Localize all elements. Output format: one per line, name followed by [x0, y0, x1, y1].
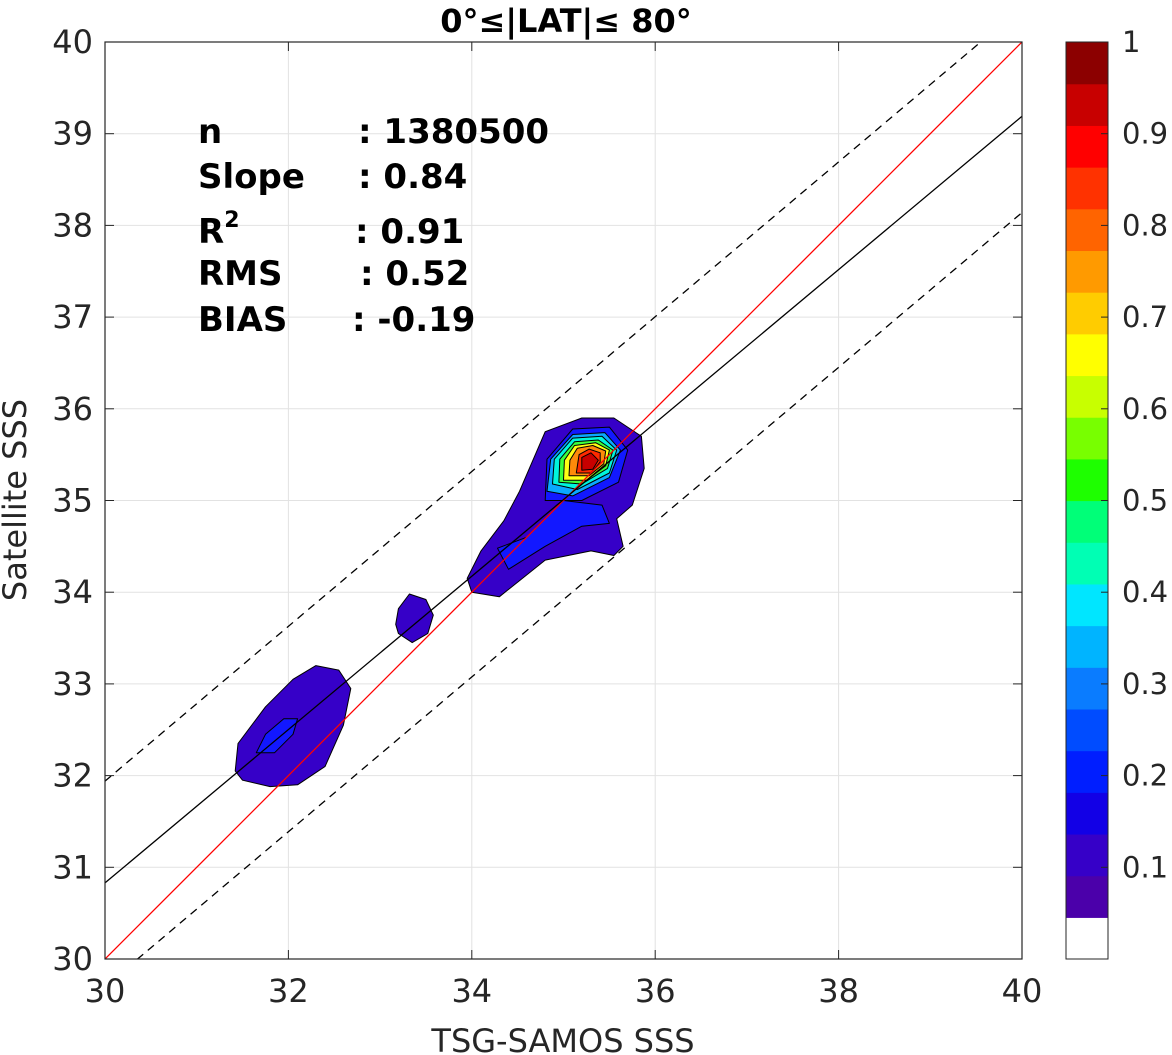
x-tick-label: 32 [268, 972, 309, 1010]
stat-value: : 1380500 [358, 112, 549, 152]
stat-value: : -0.19 [352, 300, 475, 340]
y-tick-label: 30 [52, 940, 93, 978]
stat-label: R2 [198, 208, 240, 252]
stat-value: : 0.52 [360, 254, 469, 294]
colorbar: 0.1 0.2 0.3 0.4 0.5 0.6 0.7 0.8 0.9 1 [1065, 25, 1168, 960]
x-tick-label: 38 [818, 972, 859, 1010]
x-axis-label: TSG-SAMOS SSS [430, 1022, 694, 1055]
y-tick-label: 32 [52, 757, 93, 795]
y-tick-label: 40 [52, 23, 93, 61]
colorbar-segment [1066, 833, 1108, 877]
colorbar-segment [1066, 875, 1108, 918]
stat-label: Slope [198, 157, 305, 197]
y-tick-label: 33 [52, 665, 93, 703]
colorbar-segment [1066, 750, 1108, 793]
colorbar-tick-label: 0.3 [1122, 667, 1168, 701]
colorbar-segment [1066, 333, 1108, 377]
colorbar-segment [1066, 167, 1108, 210]
colorbar-segment [1066, 417, 1108, 460]
y-tick-label: 31 [52, 848, 93, 886]
stat-value: : 0.91 [355, 212, 464, 252]
contour-region [395, 593, 434, 644]
colorbar-tick-label: 0.5 [1122, 484, 1168, 518]
colorbar-tick-label: 0.6 [1122, 392, 1168, 426]
y-tick-label: 36 [52, 390, 93, 428]
contour-region [497, 500, 610, 570]
colorbar-segment [1066, 917, 1108, 960]
colorbar-tick-label: 0.2 [1122, 759, 1168, 793]
y-tick-label: 38 [52, 206, 93, 244]
stat-label-superscript: 2 [224, 208, 239, 233]
stat-label: BIAS [198, 300, 287, 340]
stat-label: n [198, 112, 222, 152]
colorbar-segment [1066, 292, 1108, 335]
colorbar-segment [1066, 125, 1108, 168]
colorbar-segment [1066, 42, 1108, 85]
colorbar-segment [1066, 708, 1108, 752]
colorbar-segment [1066, 500, 1108, 543]
stat-label: RMS [198, 254, 283, 294]
regression-line [105, 115, 1022, 884]
y-axis-ticks: 30 31 32 33 34 35 36 37 38 39 40 [52, 23, 1022, 978]
colorbar-tick-label: 0.4 [1122, 575, 1168, 609]
colorbar-tick-label: 0.9 [1122, 117, 1168, 151]
colorbar-tick-label: 1 [1122, 25, 1140, 59]
x-axis-ticks: 30 32 34 36 38 40 [85, 42, 1043, 1010]
colorbar-tick-label: 0.8 [1122, 208, 1168, 242]
contour-region [255, 718, 299, 754]
stat-value: : 0.84 [358, 157, 467, 197]
y-axis-label: Satellite SSS [0, 399, 34, 601]
lower-bound-line [136, 212, 1022, 959]
colorbar-tick-label: 0.1 [1122, 850, 1168, 884]
x-tick-label: 36 [635, 972, 676, 1010]
colorbar-segment [1066, 250, 1108, 293]
colorbar-segment [1066, 792, 1108, 835]
x-tick-label: 30 [85, 972, 126, 1010]
stats-annotation: n : 1380500 Slope : 0.84 R2 : 0.91 RMS : 0.52 BI… [198, 112, 549, 340]
colorbar-segment [1066, 542, 1108, 585]
colorbar-segment [1066, 625, 1108, 668]
y-tick-label: 37 [52, 298, 93, 336]
x-tick-label: 40 [1002, 972, 1043, 1010]
one-to-one-line [105, 42, 1022, 959]
x-tick-label: 34 [451, 972, 492, 1010]
contour-region [581, 452, 599, 471]
colorbar-segment [1066, 208, 1108, 252]
colorbar-segment [1066, 667, 1108, 710]
y-tick-label: 39 [52, 115, 93, 153]
reference-lines [105, 42, 1022, 959]
colorbar-tick-label: 0.7 [1122, 300, 1168, 334]
upper-bound-line [105, 42, 982, 782]
colorbar-segment [1066, 583, 1108, 627]
colorbar-segment [1066, 458, 1108, 502]
y-tick-label: 34 [52, 573, 93, 611]
colorbar-segment [1066, 375, 1108, 418]
y-tick-label: 35 [52, 482, 93, 520]
chart-title: 0°≤|LAT|≤ 80° [440, 2, 691, 41]
colorbar-segment [1066, 83, 1108, 126]
